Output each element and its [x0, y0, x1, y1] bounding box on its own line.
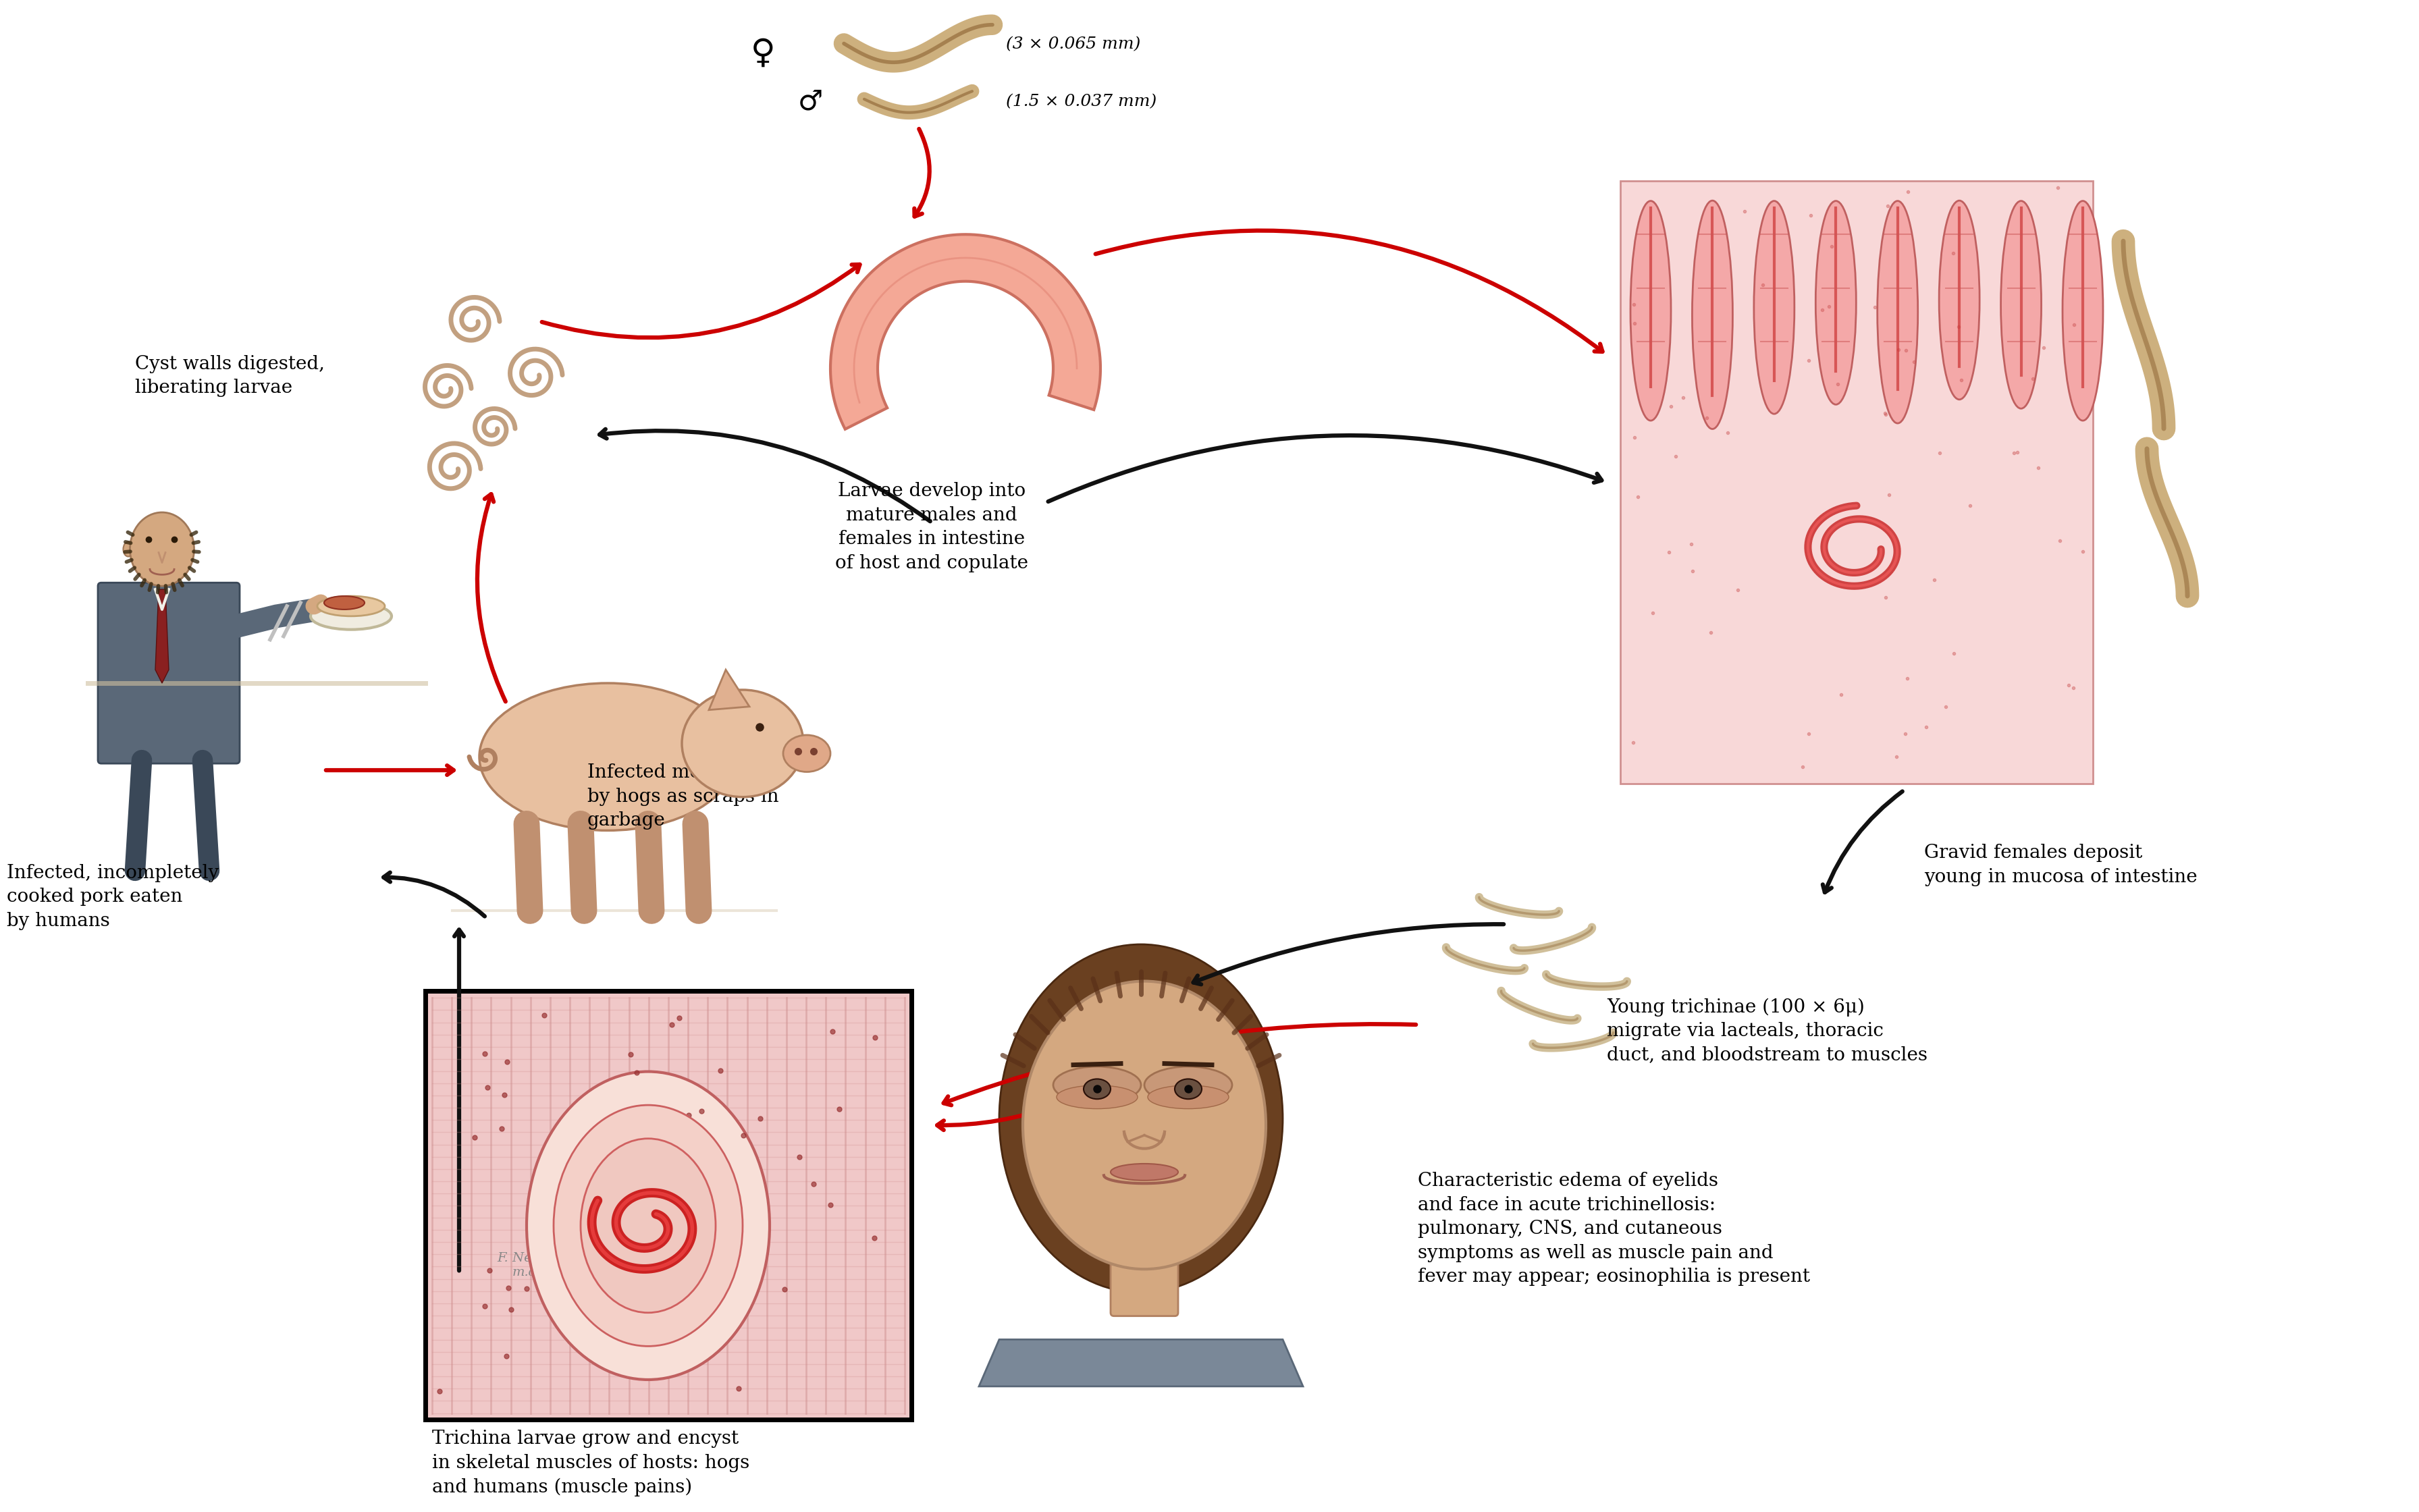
Ellipse shape [131, 513, 194, 587]
Ellipse shape [310, 603, 392, 629]
Ellipse shape [1754, 201, 1795, 414]
Text: ♀: ♀ [750, 36, 774, 70]
Text: Trichina larvae grow and encyst
in skeletal muscles of hosts: hogs
and humans (m: Trichina larvae grow and encyst in skele… [433, 1430, 750, 1497]
Ellipse shape [317, 596, 385, 617]
Ellipse shape [1084, 1080, 1110, 1099]
Ellipse shape [1057, 1086, 1137, 1108]
Text: Infected, incompletely
cooked pork eaten
by humans: Infected, incompletely cooked pork eaten… [7, 863, 218, 930]
Ellipse shape [1940, 201, 1979, 399]
FancyBboxPatch shape [426, 992, 912, 1420]
Ellipse shape [479, 683, 735, 830]
Ellipse shape [1023, 981, 1265, 1269]
Ellipse shape [324, 596, 365, 609]
FancyBboxPatch shape [1621, 181, 2092, 783]
Ellipse shape [1693, 201, 1732, 429]
Ellipse shape [999, 945, 1282, 1293]
Polygon shape [830, 234, 1101, 429]
Ellipse shape [1817, 201, 1855, 405]
FancyBboxPatch shape [97, 582, 239, 764]
Ellipse shape [2063, 201, 2102, 420]
Ellipse shape [581, 1139, 716, 1312]
Text: Larvae develop into
mature males and
females in intestine
of host and copulate: Larvae develop into mature males and fem… [835, 482, 1028, 572]
Ellipse shape [123, 541, 133, 556]
FancyBboxPatch shape [1110, 1229, 1178, 1315]
Ellipse shape [554, 1105, 743, 1346]
Text: (1.5 × 0.037 mm): (1.5 × 0.037 mm) [1006, 94, 1156, 109]
Text: ♂: ♂ [798, 88, 822, 115]
Polygon shape [980, 1340, 1304, 1387]
Ellipse shape [2001, 201, 2042, 408]
Text: Characteristic edema of eyelids
and face in acute trichinellosis:
pulmonary, CNS: Characteristic edema of eyelids and face… [1418, 1172, 1809, 1285]
Text: Infected meat eaten
by hogs as scraps in
garbage: Infected meat eaten by hogs as scraps in… [588, 764, 779, 830]
Ellipse shape [1147, 1086, 1229, 1108]
Ellipse shape [1052, 1066, 1142, 1104]
Text: Gravid females deposit
young in mucosa of intestine: Gravid females deposit young in mucosa o… [1923, 844, 2196, 886]
Ellipse shape [1630, 201, 1672, 420]
Ellipse shape [527, 1072, 769, 1379]
Ellipse shape [1110, 1164, 1178, 1181]
Ellipse shape [1144, 1066, 1231, 1104]
Polygon shape [155, 590, 169, 683]
Polygon shape [709, 670, 750, 711]
Text: Young trichinae (100 × 6μ)
migrate via lacteals, thoracic
duct, and bloodstream : Young trichinae (100 × 6μ) migrate via l… [1606, 998, 1928, 1064]
Text: (3 × 0.065 mm): (3 × 0.065 mm) [1006, 36, 1139, 53]
Ellipse shape [1176, 1080, 1202, 1099]
Text: Cyst walls digested,
liberating larvae: Cyst walls digested, liberating larvae [135, 355, 324, 398]
Ellipse shape [1877, 201, 1918, 423]
Text: F. Netter
m.d.: F. Netter m.d. [496, 1252, 556, 1279]
Ellipse shape [784, 735, 830, 773]
Ellipse shape [682, 689, 803, 797]
